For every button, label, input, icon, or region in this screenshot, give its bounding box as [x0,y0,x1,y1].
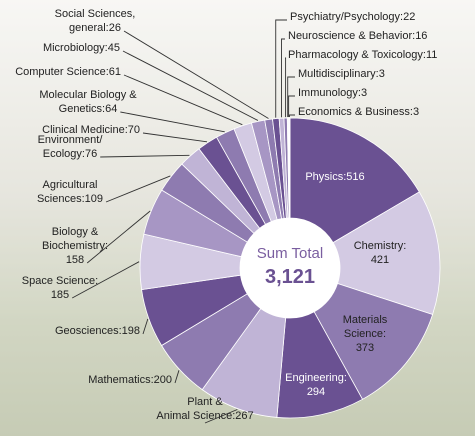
category-label: Physics: [305,171,346,183]
category-label: Space Science: [22,275,98,287]
chart: Sum Total 3,121 Physics:516 Chemistry: 421… [0,0,475,436]
category-label: Geosciences: [55,325,122,337]
category-label: Clinical Medicine: [42,124,128,136]
value-label: 109 [85,193,103,205]
category-label: Pharmacology & Toxicology: [288,49,426,61]
category-label: Chemistry: [354,240,407,252]
value-label: 3 [413,106,419,118]
value-label: 11 [426,49,437,61]
value-label: 373 [356,342,374,354]
value-label: 3 [361,87,367,99]
value-label: 70 [128,124,140,136]
value-label: 26 [109,22,121,34]
category-label: Multidisciplinary: [298,68,379,80]
value-label: 64 [105,103,117,115]
category-label: Neuroscience & Behavior: [288,30,415,42]
value-label: 421 [371,254,389,266]
value-label: 76 [85,148,97,160]
value-label: 16 [415,30,427,42]
value-label: 198 [122,325,140,337]
value-label: 267 [235,410,253,422]
category-label: Psychiatry/Psychology: [290,11,403,23]
slice [289,118,290,218]
category-label: Mathematics: [88,374,153,386]
category-label: Microbiology: [43,42,108,54]
center-title: Sum Total [257,245,323,262]
value-label: 45 [108,42,120,54]
category-label: Engineering: [285,372,347,384]
value-label: 294 [307,386,325,398]
category-label: Economics & Business: [298,106,413,118]
center-total: 3,121 [265,266,315,288]
value-label: 185 [51,289,69,301]
value-label: 3 [379,68,385,80]
category-label: Computer Science: [15,66,109,78]
value-label: 158 [66,254,84,266]
value-label: 516 [346,171,364,183]
category-label: Immunology: [298,87,361,99]
value-label: 22 [403,11,415,23]
value-label: 61 [109,66,121,78]
value-label: 200 [154,374,172,386]
